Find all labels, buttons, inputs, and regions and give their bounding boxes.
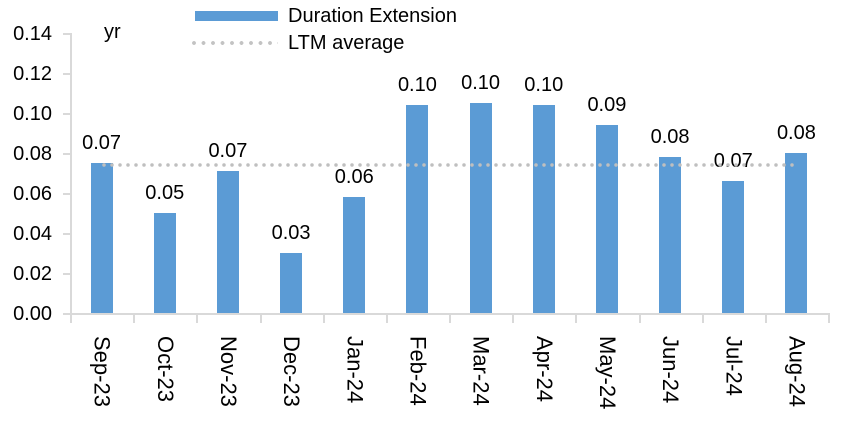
bar-value-label: 0.10 <box>524 74 564 96</box>
x-tick <box>196 315 199 323</box>
bar-value-label: 0.07 <box>82 132 122 154</box>
y-tick <box>63 233 70 235</box>
x-axis-label: Mar-24 <box>468 336 494 406</box>
y-axis-unit-label: yr <box>104 21 121 43</box>
bar <box>722 181 745 313</box>
bar-value-label: 0.08 <box>650 126 690 148</box>
x-axis-label: Jan-24 <box>342 336 368 404</box>
bar <box>280 253 303 313</box>
legend-label-duration-extension: Duration Extension <box>288 5 457 27</box>
bar <box>153 213 176 313</box>
bar-value-label: 0.09 <box>587 94 627 116</box>
y-tick <box>63 313 70 315</box>
bar-value-label: 0.03 <box>271 222 311 244</box>
y-tick <box>63 193 70 195</box>
bar <box>532 105 555 313</box>
x-tick <box>512 315 515 323</box>
x-tick <box>638 315 641 323</box>
bar <box>90 163 113 313</box>
x-tick <box>701 315 704 323</box>
y-tick <box>63 33 70 35</box>
bar-value-label: 0.07 <box>208 140 248 162</box>
x-tick <box>828 315 830 323</box>
x-tick <box>133 315 136 323</box>
bar <box>469 103 492 313</box>
x-axis-label: Oct-23 <box>152 336 178 403</box>
x-tick <box>385 315 388 323</box>
y-tick-label: 0.06 <box>13 183 52 205</box>
bar <box>595 125 618 313</box>
y-tick <box>63 113 70 115</box>
x-tick <box>575 315 578 323</box>
x-tick <box>70 315 72 323</box>
x-tick <box>259 315 262 323</box>
legend-label-ltm-average: LTM average <box>288 32 405 54</box>
x-axis-label: Aug-24 <box>784 336 810 407</box>
dotted-line-swatch-icon <box>192 41 278 45</box>
bar <box>216 171 239 313</box>
y-tick-label: 0.10 <box>13 103 52 125</box>
x-axis-line <box>70 313 830 315</box>
bar-value-label: 0.10 <box>461 72 501 94</box>
bar <box>785 153 808 313</box>
y-tick-label: 0.04 <box>13 223 52 245</box>
y-axis-line <box>70 33 72 315</box>
x-axis-label: Dec-23 <box>279 336 305 407</box>
y-tick-label: 0.14 <box>13 23 52 45</box>
bar <box>659 157 682 313</box>
x-tick <box>449 315 451 323</box>
x-axis-label: Apr-24 <box>531 336 557 403</box>
x-axis-label: Feb-24 <box>405 336 431 406</box>
bar-value-label: 0.10 <box>397 74 437 96</box>
bar-swatch-icon <box>195 11 278 21</box>
legend-line-swatch <box>192 41 278 45</box>
x-axis-label: Nov-23 <box>215 336 241 407</box>
bar-value-label: 0.08 <box>776 122 816 144</box>
legend-bar-swatch <box>195 11 278 21</box>
bar <box>343 197 366 313</box>
y-tick-label: 0.12 <box>13 63 52 85</box>
bar-value-label: 0.05 <box>145 182 185 204</box>
x-tick <box>764 315 767 323</box>
y-tick <box>63 273 70 275</box>
bar-value-label: 0.06 <box>334 166 374 188</box>
y-tick-label: 0.02 <box>13 263 52 285</box>
x-axis-label: May-24 <box>594 336 620 410</box>
x-axis-label: Jun-24 <box>658 336 684 404</box>
x-tick <box>322 315 325 323</box>
x-axis-label: Sep-23 <box>89 336 115 407</box>
y-tick-label: 0.08 <box>13 143 52 165</box>
bar <box>406 105 429 313</box>
ltm-average-line <box>101 163 797 167</box>
y-tick <box>63 153 70 155</box>
x-axis-label: Jul-24 <box>721 336 747 396</box>
y-tick <box>63 73 70 75</box>
y-tick-label: 0.00 <box>13 303 52 325</box>
bar-value-label: 0.07 <box>713 150 753 172</box>
